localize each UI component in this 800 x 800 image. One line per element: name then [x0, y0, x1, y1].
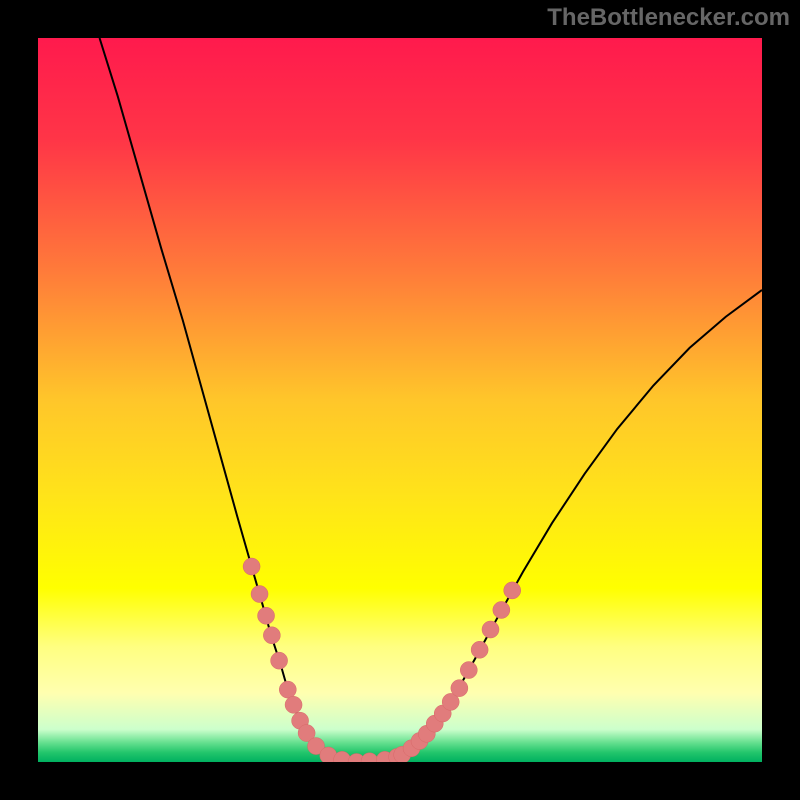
- marker-dot: [251, 586, 268, 603]
- marker-dot: [504, 582, 521, 599]
- marker-dot: [258, 607, 275, 624]
- marker-dot: [285, 696, 302, 713]
- marker-dot: [460, 662, 477, 679]
- chart-svg: [38, 38, 762, 762]
- gradient-background: [38, 38, 762, 762]
- marker-dot: [471, 641, 488, 658]
- marker-dot: [279, 681, 296, 698]
- plot-area: [38, 38, 762, 762]
- marker-dot: [263, 627, 280, 644]
- marker-dot: [243, 558, 260, 575]
- marker-dot: [271, 652, 288, 669]
- marker-dot: [451, 680, 468, 697]
- marker-dot: [482, 621, 499, 638]
- watermark-text: TheBottlenecker.com: [547, 4, 790, 32]
- marker-dot: [493, 601, 510, 618]
